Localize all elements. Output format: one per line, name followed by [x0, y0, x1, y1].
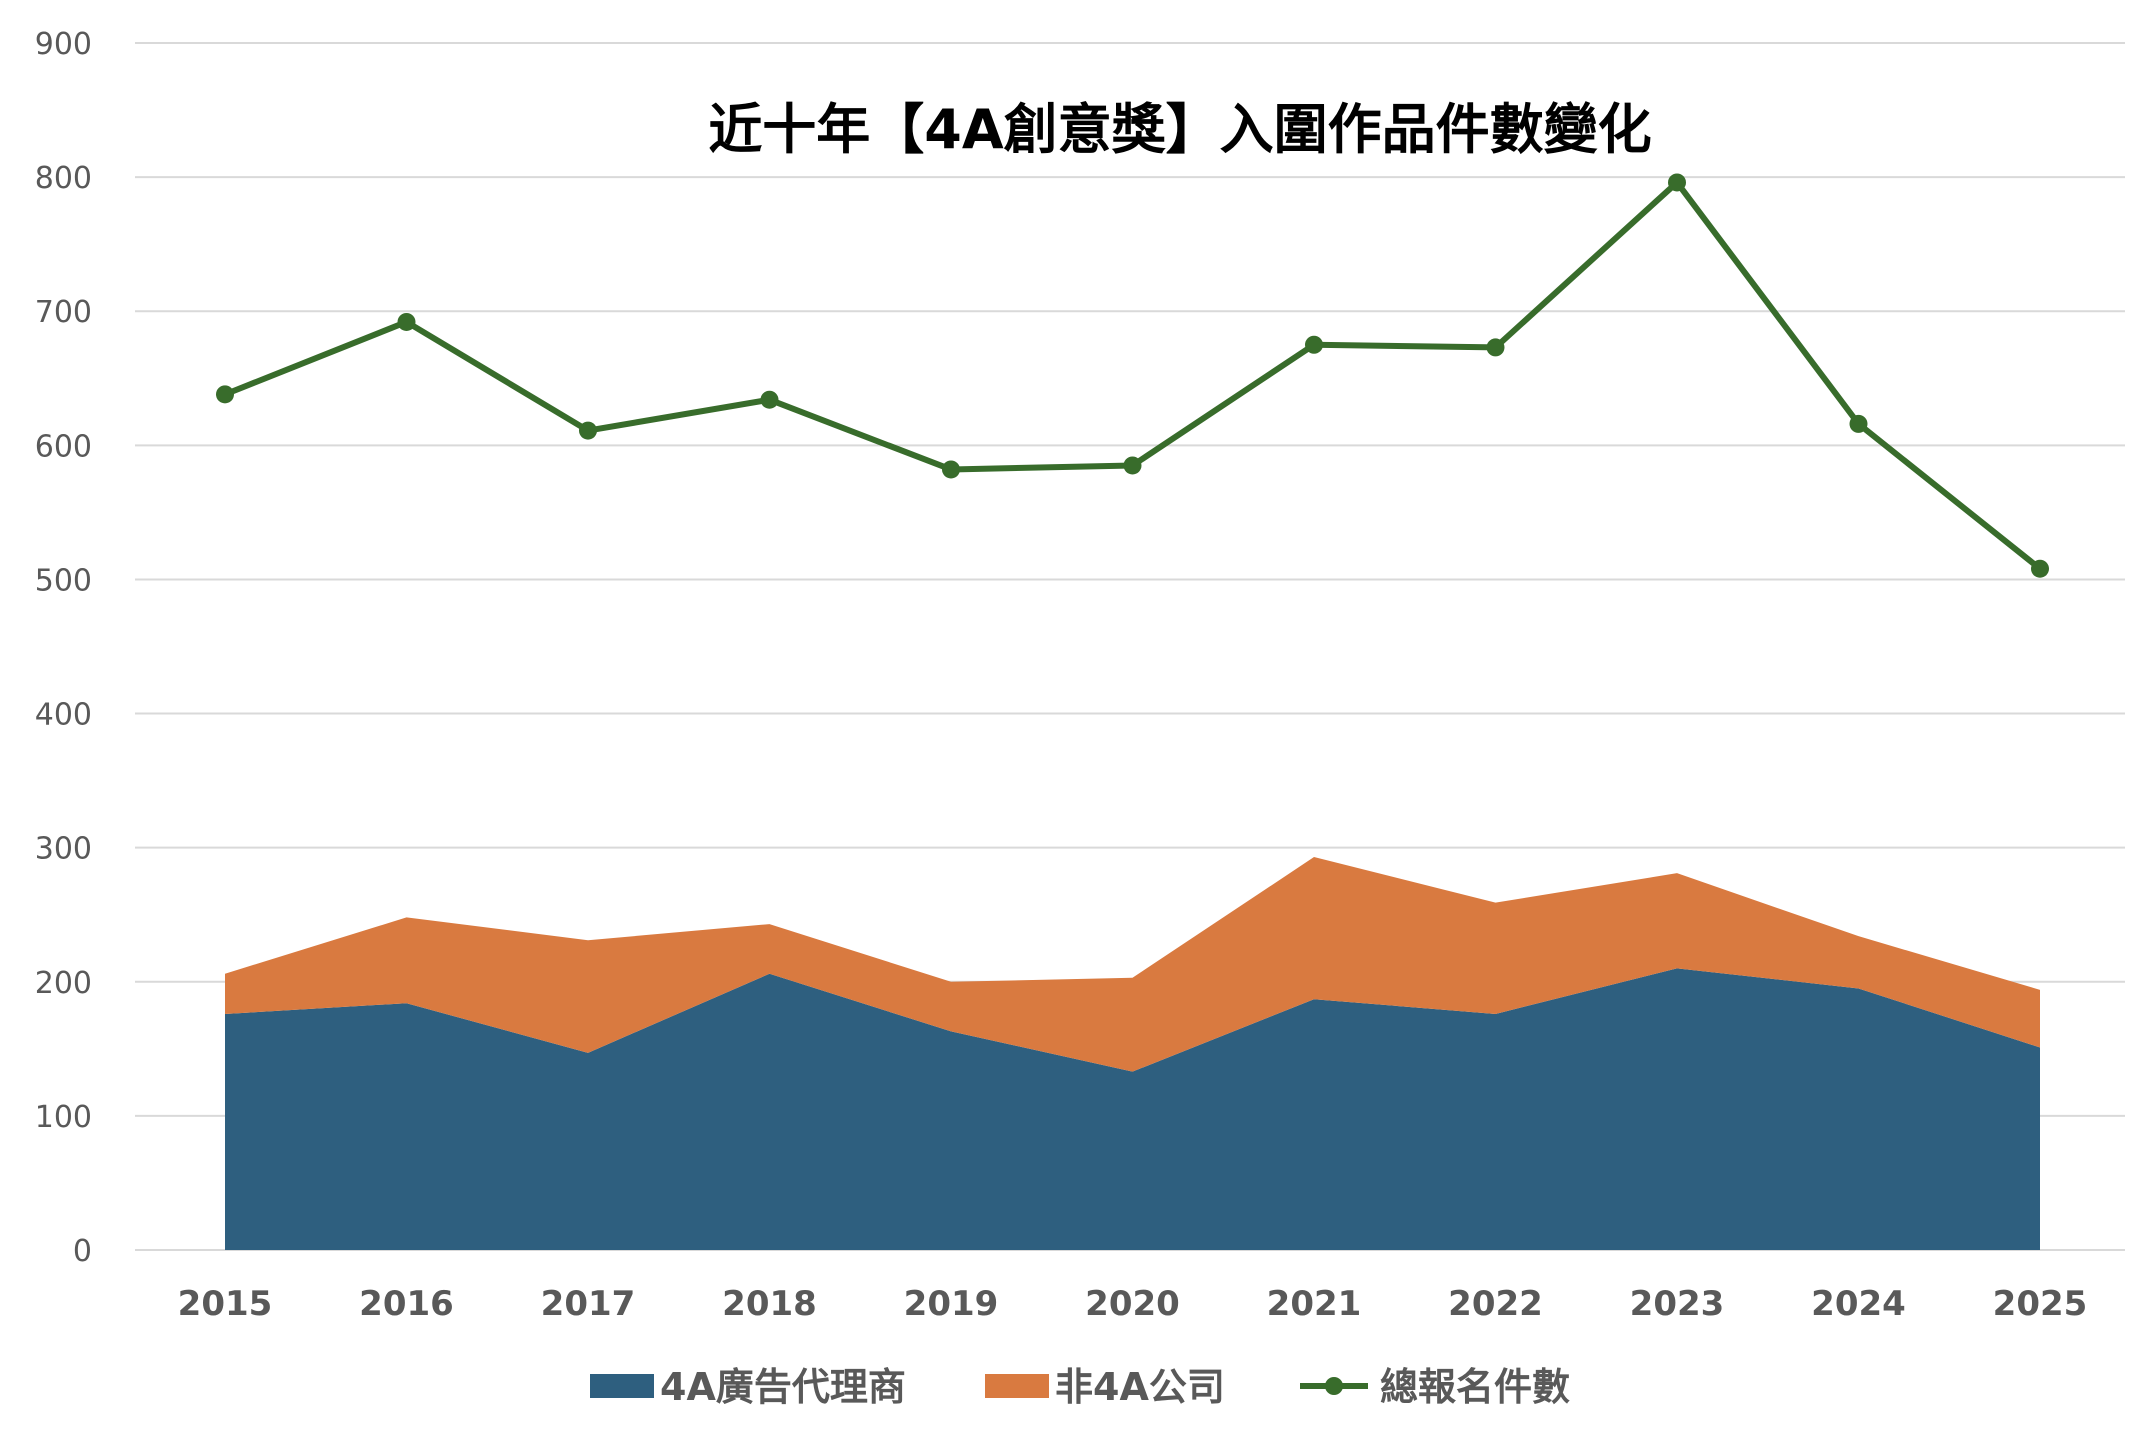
y-tick-label: 100 [35, 1100, 92, 1135]
y-axis-ticks: 0 100 200 300 400 500 600 700 800 900 [35, 27, 92, 1269]
stacked-areas [225, 857, 2040, 1250]
x-tick-label: 2016 [359, 1284, 454, 1324]
y-tick-label: 0 [73, 1234, 92, 1269]
y-tick-label: 200 [35, 966, 92, 1001]
total-point-2016 [397, 312, 416, 331]
legend-swatch-1 [590, 1374, 654, 1398]
total-point-2018 [760, 390, 779, 409]
y-tick-label: 900 [35, 27, 92, 62]
total-point-2021 [1305, 335, 1323, 354]
total-point-2019 [942, 460, 960, 479]
y-tick-label: 400 [35, 698, 92, 733]
x-tick-label: 2017 [541, 1284, 636, 1324]
x-tick-label: 2023 [1630, 1284, 1725, 1324]
x-tick-label: 2025 [1993, 1284, 2088, 1324]
total-point-2017 [579, 421, 597, 440]
legend-label: 總報名件數 [1380, 1365, 1570, 1409]
x-tick-label: 2024 [1811, 1284, 1906, 1324]
x-tick-label: 2019 [904, 1284, 999, 1324]
area-series-1 [225, 968, 2040, 1250]
total-point-2023 [1668, 173, 1686, 192]
x-tick-label: 2021 [1267, 1284, 1362, 1324]
total-line [216, 173, 2049, 578]
legend-swatch-2 [985, 1374, 1049, 1398]
x-tick-label: 2020 [1085, 1284, 1180, 1324]
legend-label: 非4A公司 [1055, 1365, 1225, 1409]
y-tick-label: 300 [35, 832, 92, 867]
legend-swatch-marker [1325, 1377, 1343, 1395]
x-tick-label: 2018 [722, 1284, 817, 1324]
x-tick-label: 2015 [178, 1284, 273, 1324]
chart-title: 近十年【4A創意獎】入圍作品件數變化 [708, 98, 1651, 161]
y-tick-label: 700 [35, 295, 92, 330]
legend-label: 4A廣告代理商 [660, 1365, 906, 1409]
y-tick-label: 600 [35, 429, 92, 464]
total-series-line [222, 179, 2043, 572]
total-point-2022 [1486, 338, 1505, 357]
y-tick-label: 800 [35, 161, 92, 196]
total-point-2024 [1849, 414, 1868, 433]
x-axis-ticks: 2015 2016 2017 2018 2019 2020 2021 2022 2023 2024… [178, 1284, 2088, 1324]
legend: 4A廣告代理商 非4A公司 總報名件數 [590, 1365, 1570, 1409]
total-point-2020 [1123, 456, 1142, 475]
total-point-2015 [216, 385, 234, 404]
total-point-2025 [2031, 559, 2049, 578]
area-series-2 [225, 857, 2040, 1072]
y-tick-label: 500 [35, 563, 92, 598]
x-tick-label: 2022 [1448, 1284, 1543, 1324]
